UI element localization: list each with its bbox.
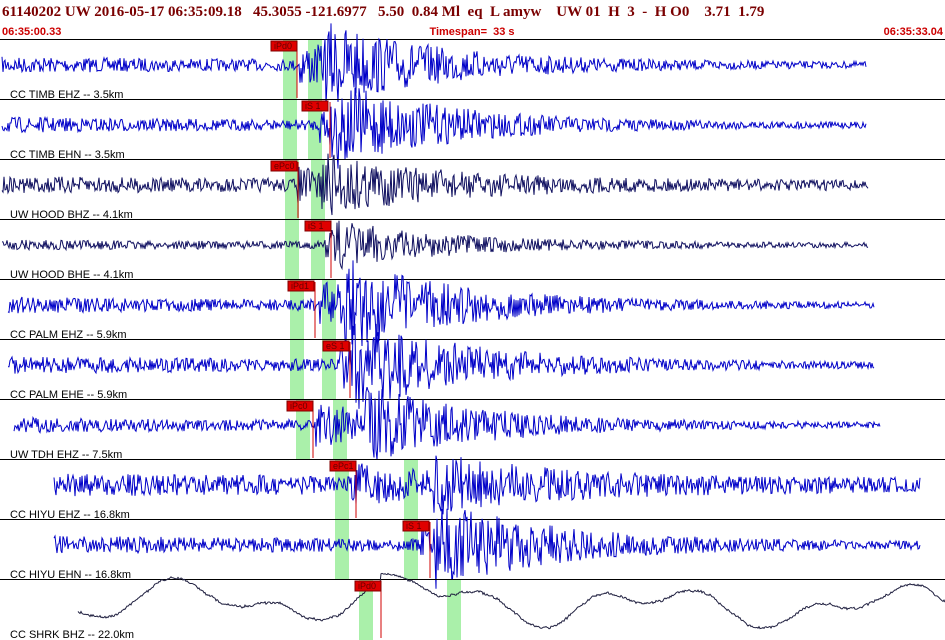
pick-box	[270, 40, 298, 52]
p-window	[283, 100, 297, 160]
waveform	[53, 455, 921, 515]
pick-label: ePc0	[274, 161, 295, 171]
s-window	[311, 220, 325, 280]
s-window	[308, 40, 322, 100]
s-window	[447, 580, 461, 640]
p-window	[335, 460, 349, 520]
start-time: 06:35:00.33	[2, 26, 61, 38]
waveform	[1, 23, 867, 106]
p-window	[285, 220, 299, 280]
timespan: Timespan= 33 s	[429, 26, 514, 38]
pick-box	[301, 100, 329, 112]
pick-box	[329, 460, 357, 472]
pick-box	[270, 160, 298, 172]
end-time: 06:35:33.04	[884, 26, 944, 38]
s-window	[404, 460, 418, 520]
trace-label: CC PALM EHZ -- 5.9km	[10, 329, 127, 341]
pick-label: iPc0	[290, 401, 308, 411]
p-window	[285, 160, 299, 220]
waveform	[1, 220, 869, 271]
pick-label: iPd0	[274, 41, 292, 51]
trace-label: CC SHRK BHZ -- 22.0km	[10, 629, 134, 640]
pick-box	[304, 220, 332, 232]
trace-label: UW HOOD BHE -- 4.1km	[10, 269, 133, 281]
p-window	[296, 400, 310, 460]
waveform	[7, 260, 875, 348]
pick-label: ePc1	[333, 461, 354, 471]
s-window	[308, 100, 322, 160]
trace-label: UW TDH EHZ -- 7.5km	[10, 449, 122, 461]
waveform	[1, 153, 869, 216]
pick-label: iPd0	[358, 581, 376, 591]
pick-label: eS 1	[326, 341, 345, 351]
pick-box	[286, 400, 314, 412]
waveform	[8, 323, 875, 409]
pick-box	[322, 340, 350, 352]
s-window	[404, 520, 418, 580]
trace-label: CC TIMB EHZ -- 3.5km	[10, 89, 123, 101]
waveform	[1, 87, 867, 169]
p-window	[335, 520, 349, 580]
pick-box	[354, 580, 382, 592]
trace-label: CC HIYU EHN -- 16.8km	[10, 569, 131, 581]
trace-label: CC HIYU EHZ -- 16.8km	[10, 509, 130, 521]
pick-label: iS 1	[305, 101, 321, 111]
pick-box	[402, 520, 430, 532]
waveform	[53, 508, 921, 589]
pick-label: iS 1	[406, 521, 422, 531]
pick-label: iS 1	[308, 221, 324, 231]
p-window	[290, 340, 304, 400]
pick-box	[287, 280, 315, 292]
event-line: 61140202 UW 2016-05-17 06:35:09.18 45.30…	[2, 4, 764, 20]
waveform	[77, 572, 945, 630]
s-window	[322, 340, 336, 400]
pick-label: iPd1	[291, 281, 309, 291]
trace-label: CC TIMB EHN -- 3.5km	[10, 149, 125, 161]
trace-label: CC PALM EHE -- 5.9km	[10, 389, 127, 401]
waveform	[13, 386, 881, 460]
trace-label: UW HOOD BHZ -- 4.1km	[10, 209, 133, 221]
p-window	[283, 40, 297, 100]
p-window	[290, 280, 304, 340]
